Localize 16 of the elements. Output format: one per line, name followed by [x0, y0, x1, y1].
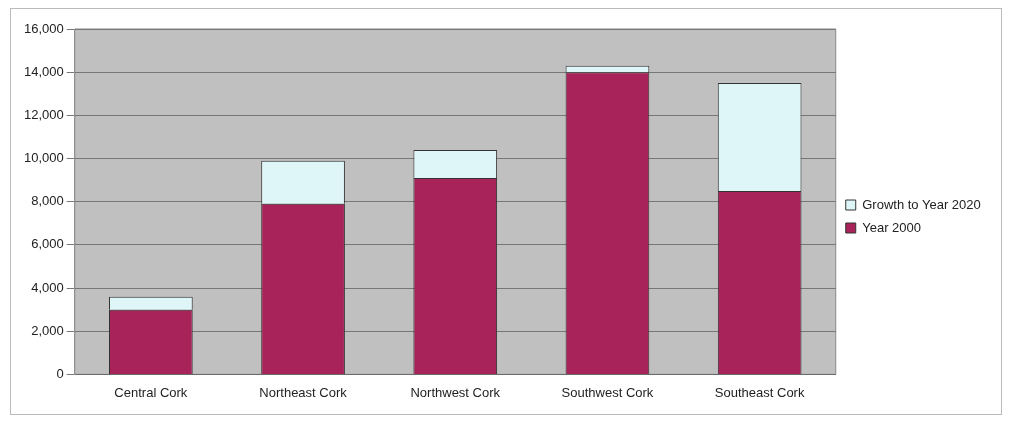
x-tick-label: Northwest Cork: [410, 384, 501, 400]
y-tick-label: 0: [56, 365, 64, 381]
x-tick-label: Southwest Cork: [561, 384, 654, 400]
x-tick-label: Southeast Cork: [714, 384, 805, 400]
x-tick-label: Central Cork: [114, 384, 188, 400]
y-tick-label: 10,000: [24, 150, 64, 166]
x-tick-label: Northeast Cork: [259, 384, 348, 400]
legend-label: Year 2000: [862, 219, 922, 235]
y-tick-label: 4,000: [31, 279, 64, 295]
y-tick-label: 16,000: [24, 20, 64, 36]
y-tick-label: 8,000: [31, 193, 64, 209]
y-tick-label: 14,000: [24, 63, 64, 79]
legend-label: Growth to Year 2020: [862, 196, 981, 212]
y-tick-label: 6,000: [31, 236, 64, 252]
y-tick-label: 12,000: [24, 106, 64, 122]
y-tick-label: 2,000: [31, 322, 64, 338]
